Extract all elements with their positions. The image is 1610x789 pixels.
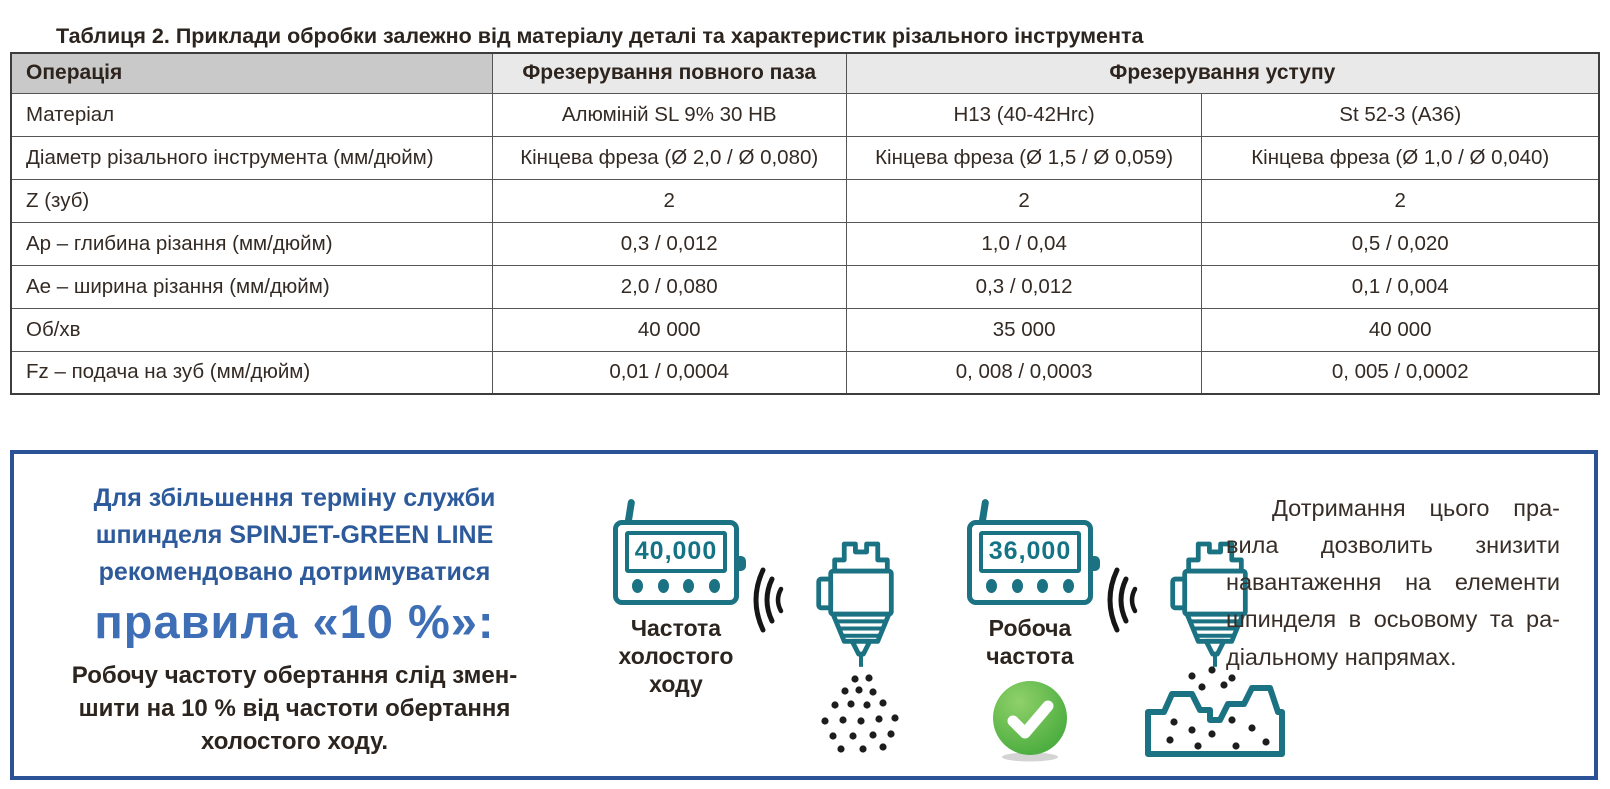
benefit-line: навантаження на елементи — [1226, 569, 1560, 596]
indicator-dots — [979, 573, 1081, 593]
cell-value: 0, 005 / 0,0002 — [1201, 350, 1600, 395]
benefit-line: діальному напрямах. — [1226, 643, 1457, 670]
label-line: холостого — [618, 643, 734, 670]
table-row-tool-diameter: Діаметр різального інструмента (мм/дюйм)… — [10, 135, 1600, 180]
tachometer-icon: 36,000 — [967, 498, 1100, 605]
col-header-operation: Операція — [10, 52, 493, 94]
working-speed-readout: 36,000 — [979, 531, 1081, 573]
spindle-icon — [816, 541, 894, 667]
row-label: Об/хв — [10, 307, 493, 352]
idle-speed-label: Частота холостого ходу — [619, 614, 734, 698]
cell-value: 1,0 / 0,04 — [845, 221, 1203, 266]
cell-value: 0,5 / 0,020 — [1201, 221, 1600, 266]
table-row-teeth: Z (зуб) 2 2 2 — [10, 178, 1600, 223]
row-label: Z (зуб) — [10, 178, 493, 223]
cell-value: 2 — [491, 178, 847, 223]
cell-value: 40 000 — [1201, 307, 1600, 352]
table-row-feed-per-tooth: Fz – подача на зуб (мм/дюйм) 0,01 / 0,00… — [10, 350, 1600, 395]
tachometer-body: 40,000 — [613, 520, 739, 605]
col-header-full-slot-milling: Фрезерування повного паза — [491, 52, 847, 94]
tachometer-knob — [738, 556, 746, 571]
intro-line: Для збільшення терміну служби — [93, 484, 496, 512]
indicator-dots — [625, 573, 727, 593]
row-label: Ap – глибина різання (мм/дюйм) — [10, 221, 493, 266]
cell-value: Алюміній SL 9% 30 HB — [491, 92, 847, 137]
cell-value: 2 — [1201, 178, 1600, 223]
spindle-icon — [1170, 541, 1248, 667]
cell-value: 0,1 / 0,004 — [1201, 264, 1600, 309]
table-header-row: Операція Фрезерування повного паза Фрезе… — [10, 52, 1600, 94]
checkmark-icon — [993, 681, 1067, 762]
sound-waves-icon — [753, 567, 784, 633]
label-line: ходу — [649, 671, 703, 698]
ten-percent-rule-infobox: Для збільшення терміну служби шпинделя S… — [10, 450, 1598, 780]
intro-line: шпинделя SPINJET-GREEN LINE — [95, 521, 494, 549]
rule-title: правила «10 %»: — [94, 595, 495, 648]
table-row-depth-of-cut: Ap – глибина різання (мм/дюйм) 0,3 / 0,0… — [10, 221, 1600, 266]
cell-value: 0,01 / 0,0004 — [491, 350, 847, 395]
benefit-line: шпинделя в осьовому та ра- — [1226, 606, 1560, 633]
cell-value: 0, 008 / 0,0003 — [845, 350, 1203, 395]
tachometer-icon: 40,000 — [613, 498, 746, 605]
row-label: Діаметр різального інструмента (мм/дюйм) — [10, 135, 493, 180]
label-line: частота — [986, 643, 1074, 670]
cell-value: 0,3 / 0,012 — [845, 264, 1203, 309]
cell-value: 2,0 / 0,080 — [491, 264, 847, 309]
working-speed-label: Робоча частота — [986, 614, 1073, 670]
cell-value: 0,3 / 0,012 — [491, 221, 847, 266]
tachometer-body: 36,000 — [967, 520, 1093, 605]
table-row-width-of-cut: Ae – ширина різання (мм/дюйм) 2,0 / 0,08… — [10, 264, 1600, 309]
working-speed-group: 36,000 Робоча частота — [954, 498, 1290, 762]
row-label: Fz – подача на зуб (мм/дюйм) — [10, 350, 493, 395]
cell-value: Кінцева фреза (Ø 2,0 / Ø 0,080) — [491, 135, 847, 180]
cell-value: Кінцева фреза (Ø 1,5 / Ø 0,059) — [845, 135, 1203, 180]
cell-value: 40 000 — [491, 307, 847, 352]
label-line: Частота — [630, 615, 722, 641]
tachometer-knob — [1092, 556, 1100, 571]
cell-value: St 52-3 (A36) — [1201, 92, 1600, 137]
icons-area: 40,000 Частота холостого ходу — [600, 498, 1285, 762]
cell-value: 35 000 — [845, 307, 1203, 352]
cell-value: Кінцева фреза (Ø 1,0 / Ø 0,040) — [1201, 135, 1600, 180]
benefit-line: вила дозволить знизити — [1226, 532, 1560, 559]
col-header-shoulder-milling: Фрезерування уступу — [845, 52, 1600, 94]
label-line: Робоча — [988, 615, 1072, 641]
cell-value: H13 (40-42Hrc) — [845, 92, 1203, 137]
intro-line: рекомендовано дотримуватися — [98, 558, 491, 586]
table-row-material: Матеріал Алюміній SL 9% 30 HB H13 (40-42… — [10, 92, 1600, 137]
row-label: Ae – ширина різання (мм/дюйм) — [10, 264, 493, 309]
idle-speed-readout: 40,000 — [625, 531, 727, 573]
rule-statement: Для збільшення терміну служби шпинделя S… — [42, 480, 547, 758]
row-label: Матеріал — [10, 92, 493, 137]
rule-body-line: шити на 10 % від частоти обертання — [78, 695, 511, 723]
table-caption: Таблиця 2. Приклади обробки залежно від … — [56, 24, 1144, 49]
workpiece-icon — [1145, 666, 1285, 757]
rule-body: Робочу частоту обертання слід змен- шити… — [42, 659, 547, 758]
rule-body-line: Робочу частоту обертання слід змен- — [71, 662, 518, 689]
sound-waves-icon — [1107, 567, 1138, 633]
rule-benefit: Дотримання цього пра- вила дозволить зни… — [1226, 490, 1560, 676]
idle-speed-group: 40,000 Частота холостого ходу — [600, 498, 936, 762]
table-row-rpm: Об/хв 40 000 35 000 40 000 — [10, 307, 1600, 352]
benefit-line: Дотримання цього пра- — [1272, 495, 1560, 521]
coolant-spray-icon — [821, 674, 899, 753]
machining-parameters-table: Операція Фрезерування повного паза Фрезе… — [10, 52, 1600, 395]
rule-body-line: холостого ходу. — [200, 728, 389, 756]
cell-value: 2 — [845, 178, 1203, 223]
